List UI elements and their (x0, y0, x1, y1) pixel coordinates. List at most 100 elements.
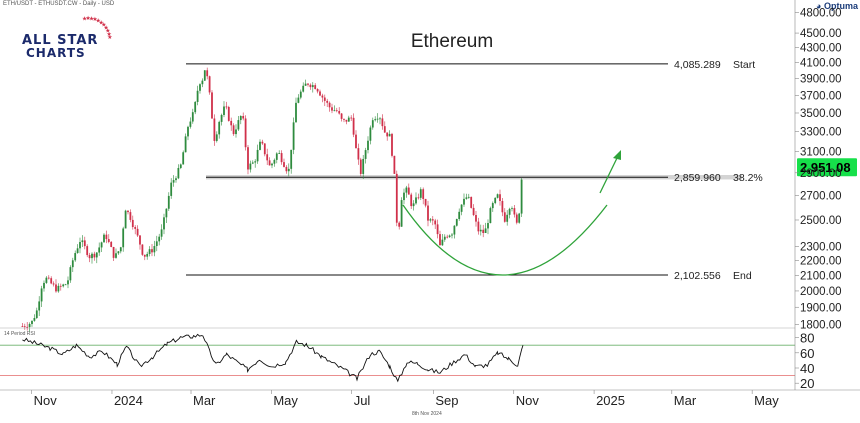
candle-body (383, 126, 386, 133)
candle-body (398, 222, 401, 227)
candle-body (328, 102, 331, 108)
logo-line-1: ALL STAR (22, 33, 98, 48)
price-tick-label: 3300.00 (800, 127, 842, 139)
candle-body (520, 179, 523, 214)
candle-body (309, 84, 312, 88)
candle-body (69, 267, 72, 281)
candle-body (278, 153, 281, 154)
candle-body (43, 282, 45, 289)
candle-body (297, 97, 300, 103)
candle-body (199, 84, 201, 91)
candle-body (86, 246, 89, 256)
candle-body (352, 117, 355, 135)
breakout-arrow (599, 155, 619, 194)
chart-title: Ethereum (411, 31, 493, 52)
candle-body (431, 219, 434, 221)
candle-body (232, 125, 235, 135)
candle-body (465, 197, 468, 199)
candle-body (467, 196, 470, 198)
candle-body (95, 252, 98, 258)
candle-body (460, 204, 463, 212)
price-tick-label: 4300.00 (800, 43, 842, 55)
rsi-label: 14 Period RSI (4, 331, 36, 337)
logo-star: ★ (106, 31, 111, 38)
candle-body (299, 91, 302, 98)
footer-date: 8th Nov 2024 (412, 411, 442, 417)
level-value: 2,859.960 (674, 172, 721, 184)
candle-body (131, 219, 134, 228)
candle-body (184, 136, 187, 153)
price-tick-label: 2100.00 (800, 270, 842, 282)
candle-body (225, 106, 228, 108)
candle-body (376, 118, 379, 120)
candle-body (290, 149, 293, 169)
candle-body (45, 277, 48, 283)
candle-body (333, 110, 336, 112)
candle-body (458, 211, 461, 220)
logo-star: ★ (101, 22, 106, 29)
candle-body (28, 324, 31, 328)
candle-body (405, 187, 408, 193)
level-tag: End (733, 270, 752, 282)
optuma-icon: ◕ (816, 1, 822, 11)
candle-body (64, 284, 67, 286)
candle-body (158, 236, 161, 242)
candle-body (50, 278, 53, 284)
candle-body (268, 160, 271, 166)
candle-body (261, 141, 264, 144)
candle-body (35, 310, 38, 319)
time-tick-label: Nov (516, 393, 540, 408)
logo-star: ★ (105, 27, 110, 34)
candle-body (273, 159, 276, 164)
last-price-label: 2,951.08 (800, 160, 851, 175)
candle-body (153, 246, 156, 253)
logo-star: ★ (85, 15, 90, 22)
candle-body (367, 140, 369, 151)
price-tick-label: 3500.00 (800, 108, 842, 120)
candle-body (439, 234, 441, 246)
rsi-tick-label: 40 (800, 361, 814, 376)
logo-star: ★ (98, 19, 103, 26)
candle-body (443, 236, 446, 240)
candle-body (513, 208, 516, 215)
candle-body (283, 162, 285, 167)
candle-body (83, 240, 86, 247)
candle-body (321, 95, 324, 98)
candle-body (230, 120, 233, 126)
candle-body (487, 223, 489, 229)
price-tick-label: 2300.00 (800, 242, 842, 254)
candle-body (223, 106, 225, 115)
candle-body (55, 284, 57, 292)
candle-body (323, 97, 326, 101)
candle-body (206, 70, 209, 77)
candle-body (314, 85, 317, 90)
candle-body (124, 210, 127, 229)
candle-body (266, 154, 269, 161)
candle-body (472, 207, 475, 216)
candle-body (417, 197, 420, 199)
candle-body (235, 129, 237, 135)
candle-body (100, 242, 103, 248)
candle-body (98, 247, 101, 253)
candle-body (484, 228, 487, 233)
candle-body (388, 133, 391, 137)
price-tick-label: 2700.00 (800, 191, 842, 203)
candle-body (386, 132, 389, 137)
candle-body (175, 178, 177, 181)
candle-body (419, 189, 422, 198)
candle-body (33, 318, 36, 321)
candle-body (67, 280, 69, 285)
candle-body (129, 212, 132, 220)
candle-body (295, 102, 297, 123)
candle-body (31, 320, 33, 325)
candle-body (357, 148, 360, 160)
candle-body (436, 224, 439, 235)
candle-body (340, 113, 343, 119)
logo-line-2: CHARTS (26, 46, 86, 60)
allstar-logo: ALL STAR CHARTS ★★★★★★★★★★★ (22, 15, 113, 60)
level-tag: 38.2% (733, 172, 763, 184)
candle-body (491, 203, 494, 209)
rsi-tick-label: 80 (800, 331, 814, 346)
candle-body (311, 85, 314, 88)
